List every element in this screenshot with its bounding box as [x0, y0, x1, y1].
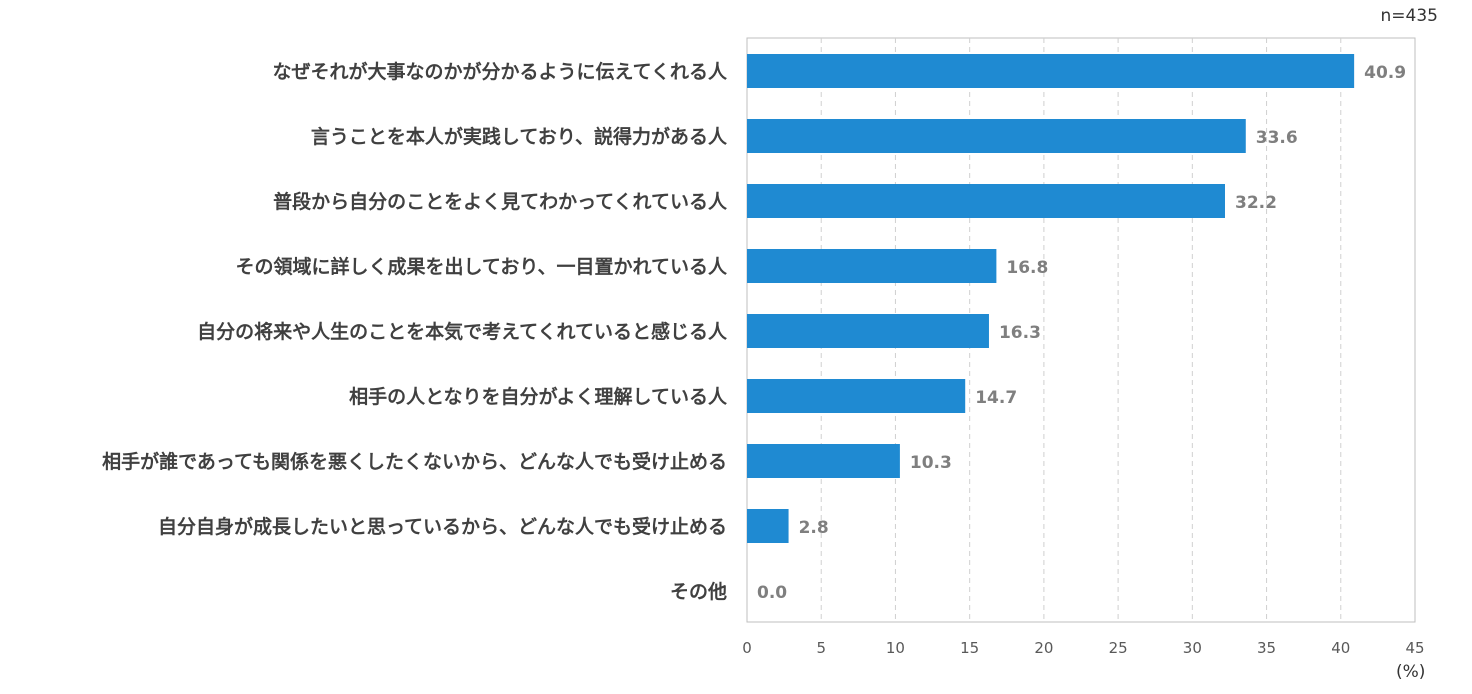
bar: [747, 249, 997, 283]
category-label: 自分自身が成長したいと思っているから、どんな人でも受け止める: [158, 515, 727, 538]
bar: [747, 444, 900, 478]
category-label: 自分の将来や人生のことを本気で考えてくれていると感じる人: [197, 320, 728, 343]
value-label: 32.2: [1235, 193, 1277, 213]
bar: [747, 509, 789, 543]
x-tick-label: 20: [1034, 639, 1053, 657]
x-tick-label: 25: [1109, 639, 1128, 657]
x-tick-label: 40: [1331, 639, 1350, 657]
bar: [747, 379, 966, 413]
x-tick-label: 0: [742, 639, 752, 657]
bar: [747, 314, 989, 348]
x-tick-label: 10: [886, 639, 905, 657]
value-label: 33.6: [1256, 128, 1298, 148]
bar: [747, 54, 1355, 88]
value-label: 0.0: [757, 583, 787, 603]
category-label: 普段から自分のことをよく見てわかってくれている人: [273, 190, 728, 213]
x-tick-label: 15: [960, 639, 979, 657]
value-label: 2.8: [799, 518, 829, 538]
x-tick-label: 5: [816, 639, 826, 657]
category-label: なぜそれが大事なのかが分かるように伝えてくれる人: [273, 60, 728, 83]
bar: [747, 119, 1246, 153]
category-label: 言うことを本人が実践しており、説得力がある人: [311, 125, 728, 148]
x-tick-label: 30: [1183, 639, 1202, 657]
x-tick-label: 45: [1405, 639, 1424, 657]
unit-label: (%): [1396, 662, 1426, 682]
category-label: その他: [670, 580, 727, 603]
x-tick-label: 35: [1257, 639, 1276, 657]
value-label: 14.7: [975, 388, 1017, 408]
category-label: その領域に詳しく成果を出しており、一目置かれている人: [235, 255, 728, 278]
category-label: 相手が誰であっても関係を悪くしたくないから、どんな人でも受け止める: [102, 450, 727, 473]
value-label: 16.3: [999, 323, 1041, 343]
value-label: 40.9: [1364, 63, 1406, 83]
bar: [747, 184, 1225, 218]
value-label: 10.3: [910, 453, 952, 473]
category-label: 相手の人となりを自分がよく理解している人: [349, 385, 728, 408]
value-label: 16.8: [1006, 258, 1048, 278]
sample-size-label: n=435: [1380, 6, 1438, 26]
